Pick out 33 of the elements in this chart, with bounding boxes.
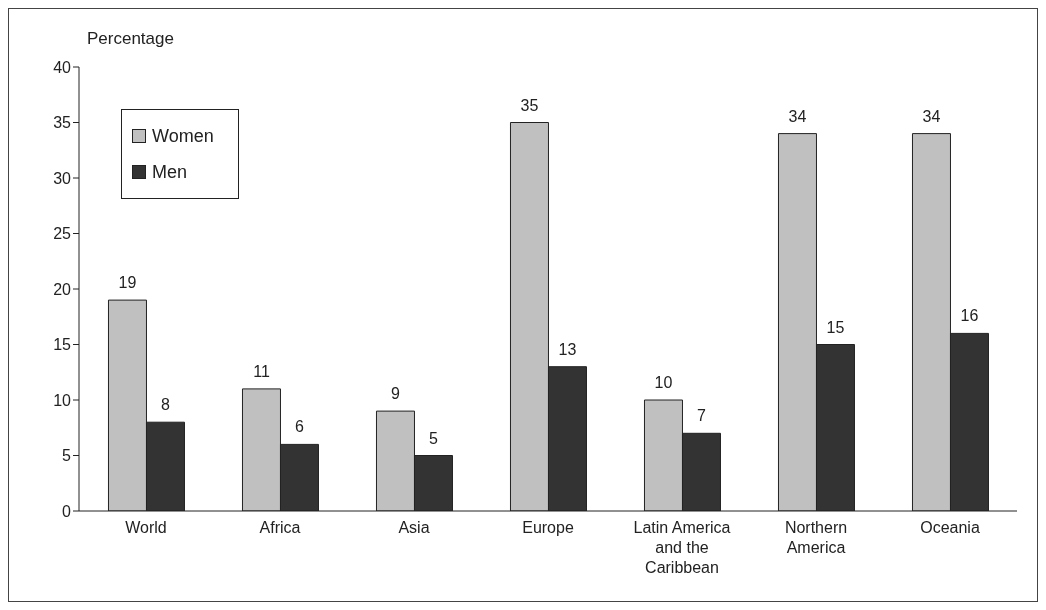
data-label: 5 bbox=[429, 429, 439, 447]
x-tick-label: Latin America and the Caribbean bbox=[633, 519, 731, 576]
legend-label: Men bbox=[152, 161, 188, 184]
data-label: 7 bbox=[697, 407, 707, 425]
y-tick-label: 30 bbox=[53, 169, 72, 187]
data-label: 10 bbox=[654, 374, 673, 391]
legend-label: Women bbox=[152, 125, 214, 148]
y-tick-label: 0 bbox=[62, 502, 72, 520]
data-label: 34 bbox=[788, 107, 807, 125]
x-tick-label: Africa bbox=[259, 519, 301, 536]
data-label: 6 bbox=[295, 418, 305, 436]
data-label: 34 bbox=[922, 107, 941, 125]
x-tick-label: Northern America bbox=[784, 519, 848, 556]
data-label: 19 bbox=[118, 274, 137, 292]
y-tick-label: 40 bbox=[53, 58, 72, 76]
y-tick-label: 10 bbox=[53, 391, 72, 409]
x-tick-label: Oceania bbox=[920, 519, 980, 536]
data-label: 8 bbox=[161, 396, 171, 414]
x-tick-label: Asia bbox=[398, 519, 430, 536]
x-tick-label: World bbox=[125, 519, 167, 536]
data-label: 16 bbox=[960, 307, 979, 325]
x-tick-label: Europe bbox=[522, 519, 574, 536]
data-label: 35 bbox=[520, 96, 539, 114]
y-tick-label: 25 bbox=[53, 225, 72, 243]
data-label: 13 bbox=[558, 340, 577, 358]
y-axis-title: Percentage bbox=[87, 29, 174, 49]
y-tick-label: 5 bbox=[62, 447, 72, 465]
data-label: 9 bbox=[391, 385, 401, 403]
y-tick-label: 15 bbox=[53, 336, 72, 354]
data-label: 15 bbox=[826, 318, 845, 336]
y-tick-label: 20 bbox=[53, 280, 72, 298]
data-label: 11 bbox=[253, 362, 270, 380]
y-tick-label: 35 bbox=[53, 114, 72, 132]
